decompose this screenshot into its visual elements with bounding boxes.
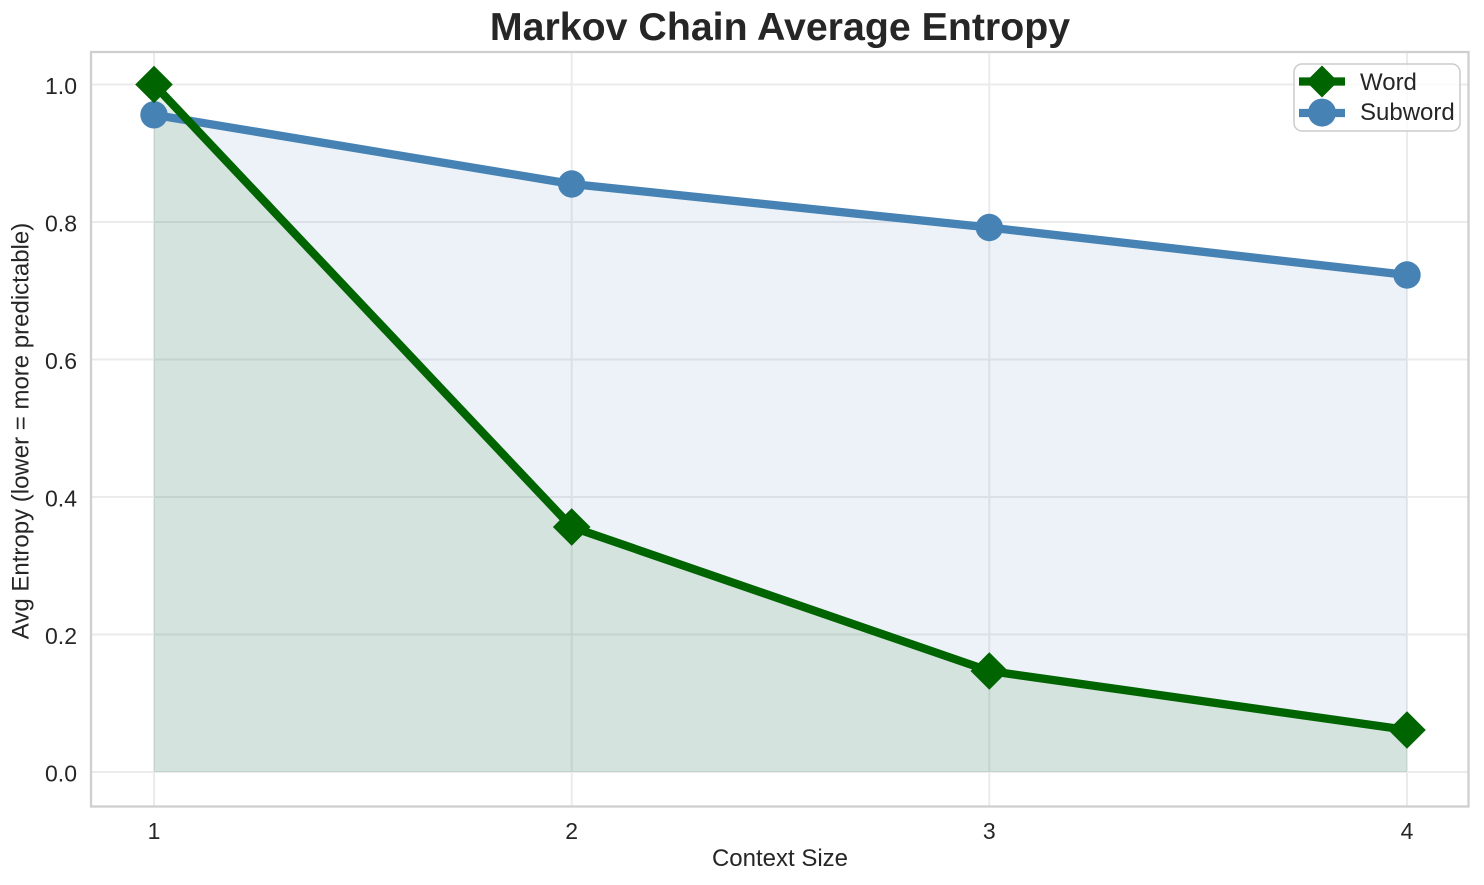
svg-text:1.0: 1.0 — [45, 73, 77, 99]
svg-text:Markov Chain Average Entropy: Markov Chain Average Entropy — [490, 5, 1070, 49]
svg-text:Word: Word — [1360, 69, 1417, 96]
svg-text:2: 2 — [565, 818, 578, 844]
svg-text:4: 4 — [1401, 818, 1414, 844]
svg-text:0.2: 0.2 — [45, 623, 77, 649]
svg-text:0.6: 0.6 — [45, 348, 77, 374]
svg-text:Context Size: Context Size — [712, 845, 848, 872]
svg-text:1: 1 — [148, 818, 161, 844]
svg-text:3: 3 — [983, 818, 996, 844]
svg-text:Subword: Subword — [1360, 99, 1455, 126]
svg-text:0.4: 0.4 — [45, 486, 77, 512]
svg-text:Avg Entropy (lower = more pred: Avg Entropy (lower = more predictable) — [8, 223, 35, 639]
svg-text:0.0: 0.0 — [45, 761, 77, 787]
svg-text:0.8: 0.8 — [45, 211, 77, 237]
